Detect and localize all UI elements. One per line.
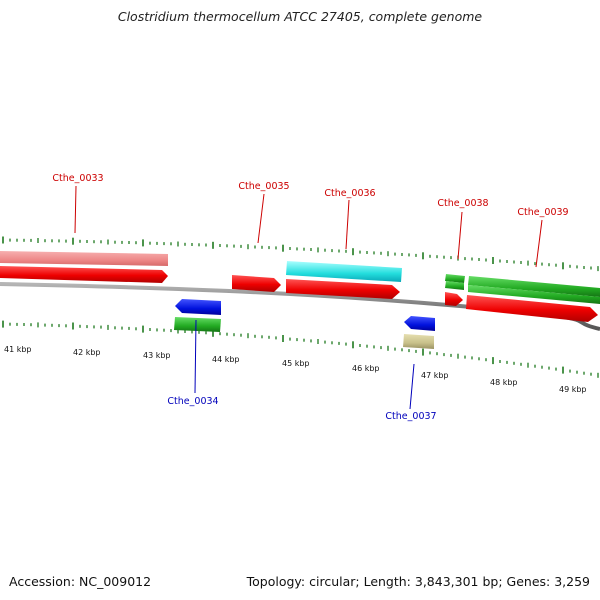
gene-arrow-cthe-0035[interactable]	[232, 275, 281, 292]
scale-label-48kbp: 48 kbp	[490, 378, 518, 387]
gene-arrow-cthe-0036[interactable]	[286, 279, 400, 299]
scale-label-42kbp: 42 kbp	[73, 348, 101, 357]
forward-gene-track	[0, 251, 600, 322]
gene-block-green-0038b[interactable]	[445, 281, 464, 290]
gene-arrow-cthe-0038[interactable]	[445, 292, 463, 306]
gene-arrow-cthe-0037[interactable]	[404, 316, 435, 331]
leader-cthe-0034	[194, 319, 197, 394]
accession-text: Accession: NC_009012	[9, 574, 152, 589]
gene-label-leaders	[74, 185, 543, 410]
leader-cthe-0036	[345, 199, 350, 250]
scale-label-49kbp: 49 kbp	[559, 385, 587, 394]
leader-cthe-0039	[535, 219, 543, 268]
scale-label-44kbp: 44 kbp	[212, 355, 240, 364]
genome-backbone	[0, 282, 600, 331]
gene-label-cthe-0035[interactable]: Cthe_0035	[238, 181, 289, 192]
leader-cthe-0033	[74, 185, 77, 234]
gene-labels: Cthe_0033 Cthe_0034 Cthe_0035 Cthe_0036 …	[52, 173, 568, 422]
gene-block-green-0039a[interactable]	[468, 276, 600, 297]
gene-label-cthe-0037[interactable]: Cthe_0037	[385, 411, 436, 422]
scale-label-43kbp: 43 kbp	[143, 351, 171, 360]
gene-arrow-cthe-0033[interactable]	[0, 266, 168, 283]
lower-tick-row	[2, 320, 599, 378]
scale-label-41kbp: 41 kbp	[4, 345, 32, 354]
gene-arrow-cthe-0034[interactable]	[175, 299, 221, 315]
genome-summary-text: Topology: circular; Length: 3,843,301 bp…	[246, 574, 590, 589]
gene-block-khaki-0037[interactable]	[403, 334, 434, 349]
scale-label-47kbp: 47 kbp	[421, 371, 449, 380]
scale-label-45kbp: 45 kbp	[282, 359, 310, 368]
gene-label-cthe-0033[interactable]: Cthe_0033	[52, 173, 103, 184]
gene-arrow-cthe-0039[interactable]	[466, 295, 598, 322]
gene-block-pink-0033[interactable]	[0, 251, 168, 266]
leader-cthe-0035	[257, 193, 265, 244]
map-title: Clostridium thermocellum ATCC 27405, com…	[117, 9, 483, 24]
gene-label-cthe-0034[interactable]: Cthe_0034	[167, 396, 218, 407]
gene-block-green-0038a[interactable]	[445, 274, 465, 283]
gene-block-cyan-0036[interactable]	[286, 261, 402, 282]
gene-block-green-0034[interactable]	[174, 317, 221, 332]
leader-cthe-0038	[457, 211, 463, 260]
gene-label-cthe-0039[interactable]: Cthe_0039	[517, 207, 568, 218]
upper-tick-row	[2, 236, 599, 272]
reverse-gene-track	[174, 299, 435, 349]
scale-label-46kbp: 46 kbp	[352, 364, 380, 373]
leader-cthe-0037	[409, 363, 415, 410]
gene-label-cthe-0036[interactable]: Cthe_0036	[324, 188, 375, 199]
gene-label-cthe-0038[interactable]: Cthe_0038	[437, 198, 488, 209]
scale-labels: 41 kbp 42 kbp 43 kbp 44 kbp 45 kbp 46 kb…	[4, 345, 587, 394]
gene-block-green-0039b[interactable]	[468, 285, 600, 304]
